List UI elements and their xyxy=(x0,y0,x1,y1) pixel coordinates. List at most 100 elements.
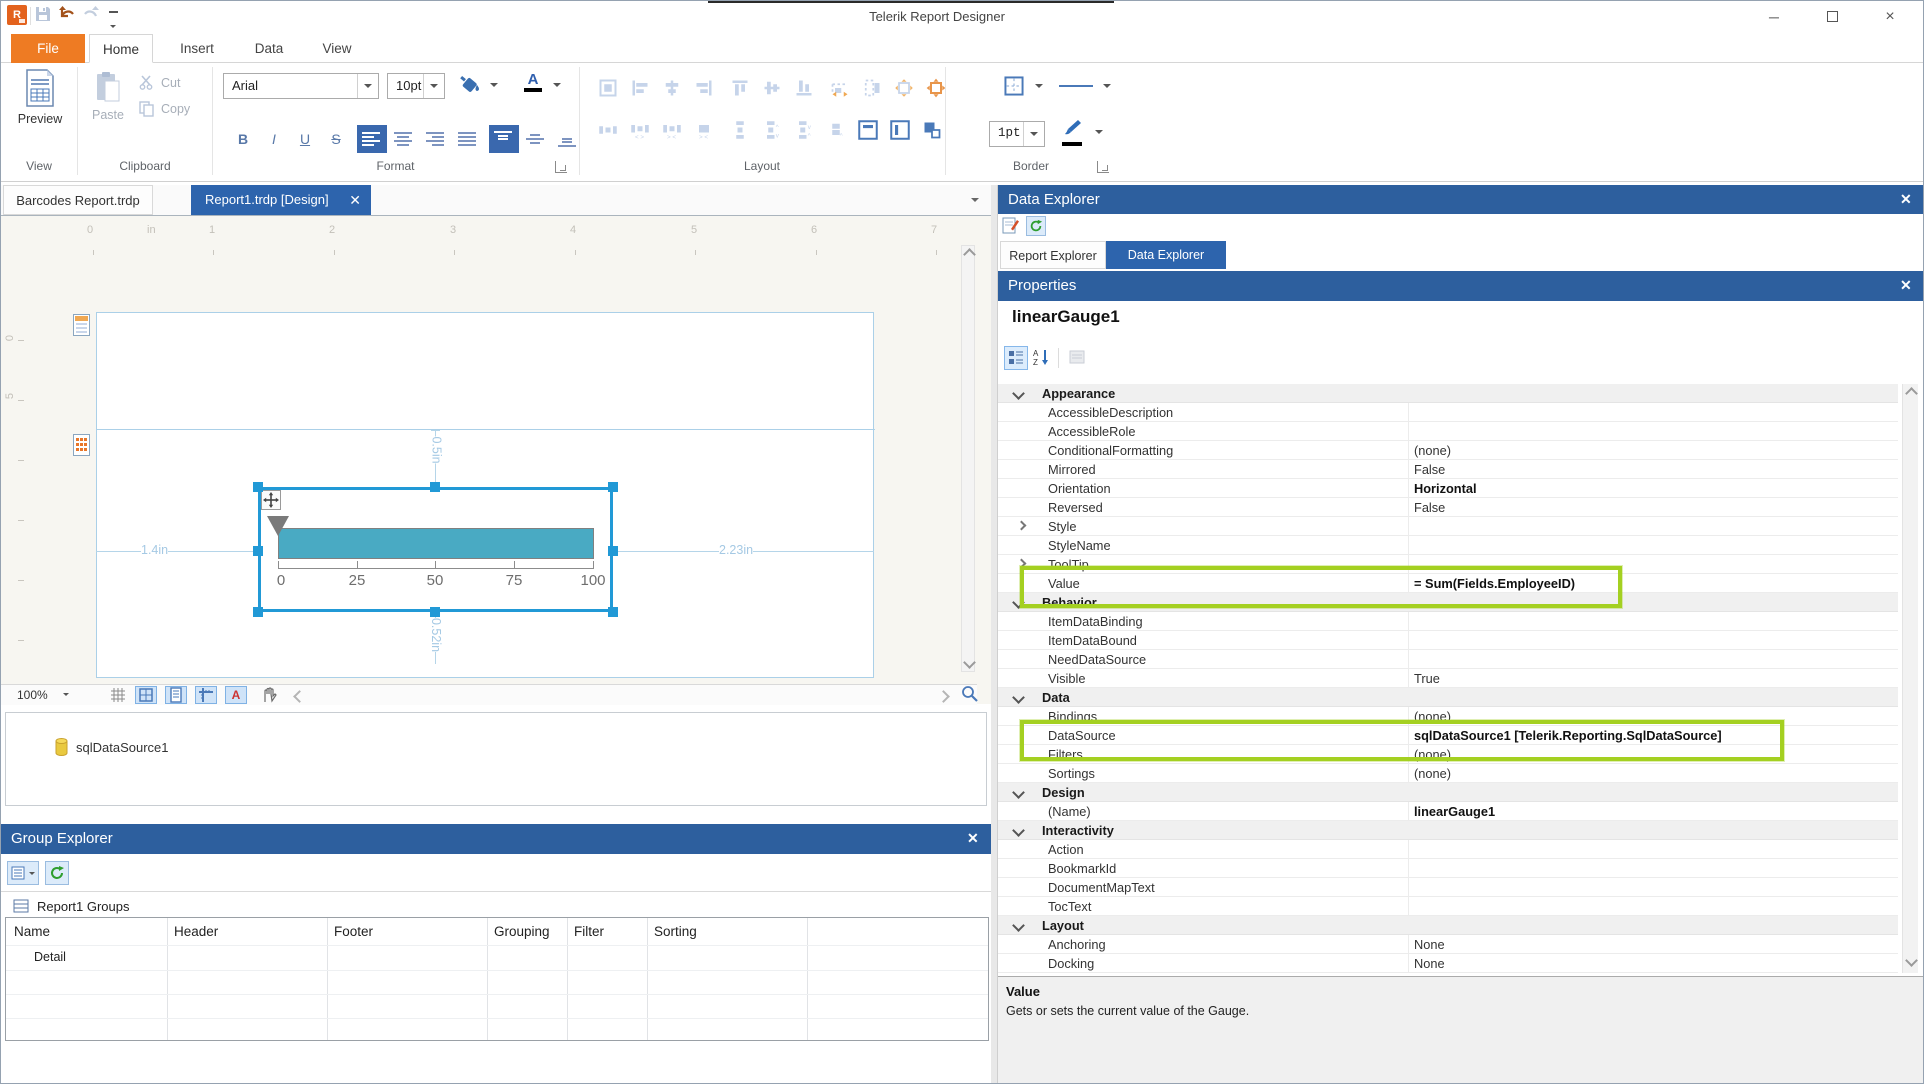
resize-handle-nw[interactable] xyxy=(253,482,263,492)
layout-snap-top-icon[interactable] xyxy=(855,117,881,143)
category-interactivity[interactable]: Interactivity xyxy=(998,821,1898,840)
layout-align-center-icon[interactable] xyxy=(659,75,685,101)
hscroll-right-icon[interactable] xyxy=(937,690,950,703)
scroll-down-icon[interactable] xyxy=(963,656,976,669)
design-surface[interactable]: 0 in 1 2 3 4 5 6 7 0 5 xyxy=(1,215,991,705)
layout-hspace-equal-icon[interactable] xyxy=(595,117,621,143)
design-vertical-scrollbar[interactable] xyxy=(961,245,976,672)
valign-middle-button[interactable] xyxy=(521,125,551,153)
layout-snap-left-icon[interactable] xyxy=(887,117,913,143)
valign-bottom-button[interactable] xyxy=(553,125,583,153)
border-style-dropdown[interactable] xyxy=(1035,84,1043,88)
resize-handle-s[interactable] xyxy=(430,607,440,617)
font-size-combo[interactable]: 10pt xyxy=(387,73,445,99)
font-color-icon[interactable]: A xyxy=(521,71,545,97)
zoom-magnifier-icon[interactable] xyxy=(961,685,979,708)
border-width-dropdown[interactable] xyxy=(1023,122,1044,146)
font-size-dropdown[interactable] xyxy=(423,74,444,98)
border-color-dropdown[interactable] xyxy=(1095,130,1103,134)
resize-handle-e[interactable] xyxy=(608,546,618,556)
group-view-mode-icon[interactable] xyxy=(7,861,39,885)
property-row[interactable]: ConditionalFormatting (none) xyxy=(998,441,1898,460)
italic-button[interactable]: I xyxy=(272,131,276,147)
property-row[interactable]: Action xyxy=(998,840,1898,859)
align-right-button[interactable] xyxy=(421,125,451,153)
group-explorer-header[interactable]: Group Explorer ✕ xyxy=(1,824,991,854)
show-rulers-icon[interactable] xyxy=(195,686,217,704)
categorized-view-icon[interactable] xyxy=(1004,346,1028,370)
scroll-up-icon[interactable] xyxy=(963,248,976,261)
property-row-value[interactable]: Value = Sum(Fields.EmployeeID) xyxy=(998,574,1898,593)
fill-color-dropdown[interactable] xyxy=(490,83,498,87)
minimize-button[interactable]: ─ xyxy=(1769,9,1779,25)
border-line-style-icon[interactable] xyxy=(1059,85,1093,87)
property-row[interactable]: StyleName xyxy=(998,536,1898,555)
tab-report-explorer[interactable]: Report Explorer xyxy=(1000,241,1106,269)
property-row[interactable]: (Name) linearGauge1 xyxy=(998,802,1898,821)
layout-size-to-grid-icon[interactable] xyxy=(827,75,853,101)
scroll-down-icon[interactable] xyxy=(1905,954,1918,967)
layout-same-size-icon[interactable] xyxy=(891,75,917,101)
property-row[interactable]: ItemDataBound xyxy=(998,631,1898,650)
layout-vspace-remove-icon[interactable]: ^ xyxy=(823,117,849,143)
property-row[interactable]: AccessibleDescription xyxy=(998,403,1898,422)
property-row[interactable]: DocumentMapText xyxy=(998,878,1898,897)
property-row[interactable]: Anchoring None xyxy=(998,935,1898,954)
layout-hspace-remove-icon[interactable]: > < xyxy=(691,117,717,143)
maximize-button[interactable] xyxy=(1817,7,1847,27)
category-data[interactable]: Data xyxy=(998,688,1898,707)
cut-button[interactable]: Cut xyxy=(139,75,203,95)
border-width-combo[interactable]: 1pt xyxy=(989,121,1045,147)
property-row-datasource[interactable]: DataSource sqlDataSource1 [Telerik.Report… xyxy=(998,726,1898,745)
resize-handle-sw[interactable] xyxy=(253,607,263,617)
property-row[interactable]: Mirrored False xyxy=(998,460,1898,479)
layout-same-width-icon[interactable] xyxy=(859,75,885,101)
panel-splitter[interactable] xyxy=(991,185,997,1083)
layout-vspace-decrease-icon[interactable]: v ^ xyxy=(791,117,817,143)
datasource-list-panel[interactable]: sqlDataSource1 xyxy=(5,712,987,806)
resize-handle-ne[interactable] xyxy=(608,482,618,492)
hscroll-left-icon[interactable] xyxy=(293,690,306,703)
edit-datasource-icon[interactable] xyxy=(1002,216,1022,236)
align-justify-button[interactable] xyxy=(453,125,483,153)
page-header-section-icon[interactable] xyxy=(73,314,90,336)
data-explorer-close-icon[interactable]: ✕ xyxy=(1900,191,1912,207)
resize-handle-n[interactable] xyxy=(430,482,440,492)
property-row[interactable]: Visible True xyxy=(998,669,1898,688)
layout-size-both-icon[interactable] xyxy=(923,75,949,101)
bring-to-front-icon[interactable] xyxy=(919,117,945,143)
table-row-detail[interactable]: Detail xyxy=(6,946,988,970)
zoom-dropdown-icon[interactable] xyxy=(63,693,69,696)
border-style-icon[interactable] xyxy=(1003,75,1025,97)
property-row[interactable]: Reversed False xyxy=(998,498,1898,517)
copy-button[interactable]: Copy xyxy=(139,101,209,121)
layout-vspace-equal-icon[interactable] xyxy=(727,117,753,143)
font-name-combo[interactable]: Arial xyxy=(223,73,379,99)
underline-button[interactable]: U xyxy=(299,131,311,147)
property-row[interactable]: ItemDataBinding xyxy=(998,612,1898,631)
list-item[interactable]: sqlDataSource1 xyxy=(54,737,169,762)
properties-close-icon[interactable]: ✕ xyxy=(1900,277,1912,293)
tab-insert[interactable]: Insert xyxy=(180,41,214,56)
format-dialog-launcher-icon[interactable] xyxy=(555,161,567,173)
doc-tab-close-icon[interactable]: ✕ xyxy=(349,192,361,208)
tab-data-explorer[interactable]: Data Explorer xyxy=(1106,241,1226,269)
bold-button[interactable]: B xyxy=(237,131,249,147)
layout-align-bottom-icon[interactable] xyxy=(791,75,817,101)
close-button[interactable]: × xyxy=(1885,8,1895,25)
show-text-markers-icon[interactable]: A xyxy=(225,686,247,704)
snap-to-grid-icon[interactable] xyxy=(135,686,157,704)
property-row[interactable]: Style xyxy=(998,517,1898,536)
font-name-dropdown[interactable] xyxy=(357,74,378,98)
layout-align-middle-icon[interactable] xyxy=(759,75,785,101)
layout-align-top-icon[interactable] xyxy=(727,75,753,101)
font-color-dropdown[interactable] xyxy=(553,83,561,87)
app-icon[interactable]: R xyxy=(7,5,27,25)
doc-tab-barcodes-report[interactable]: Barcodes Report.trdp xyxy=(3,185,153,215)
resize-handle-se[interactable] xyxy=(608,607,618,617)
tab-home[interactable]: Home xyxy=(89,34,153,63)
valign-top-button[interactable] xyxy=(489,125,519,153)
layout-hspace-decrease-icon[interactable]: > < xyxy=(659,117,685,143)
property-pages-icon[interactable] xyxy=(1066,346,1090,370)
